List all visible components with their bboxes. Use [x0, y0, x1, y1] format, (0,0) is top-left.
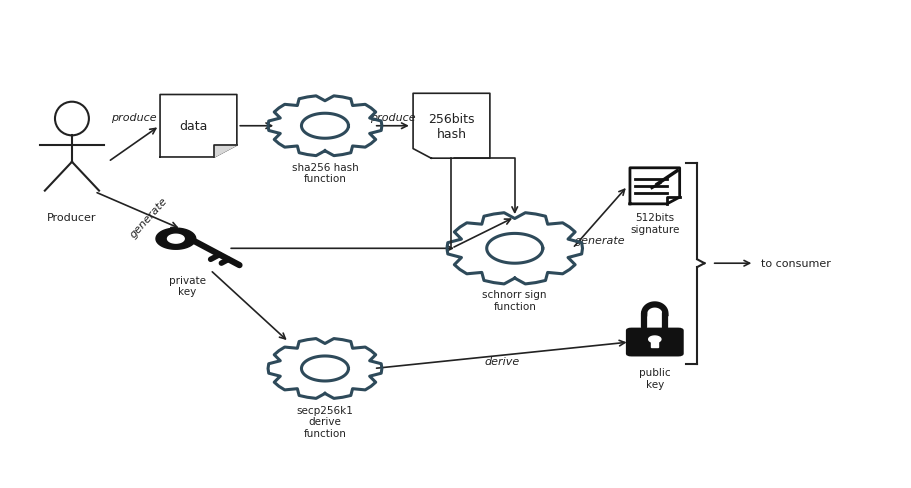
Polygon shape [446, 213, 582, 285]
Polygon shape [168, 235, 184, 244]
Polygon shape [156, 229, 196, 250]
Polygon shape [630, 168, 679, 204]
Text: 256bits
hash: 256bits hash [428, 113, 475, 141]
Polygon shape [302, 356, 348, 381]
Text: produce: produce [111, 113, 157, 123]
Text: generate: generate [574, 235, 625, 245]
Polygon shape [214, 145, 237, 158]
Polygon shape [413, 94, 489, 159]
FancyBboxPatch shape [625, 328, 683, 357]
Polygon shape [648, 336, 660, 343]
Text: produce: produce [370, 113, 415, 123]
Polygon shape [302, 114, 348, 139]
Text: sha256 hash
function: sha256 hash function [292, 163, 358, 184]
Text: data: data [179, 120, 208, 133]
Text: private
key: private key [169, 275, 206, 297]
Polygon shape [268, 339, 382, 399]
Text: public
key: public key [639, 367, 670, 389]
Text: generate: generate [128, 196, 169, 240]
Text: derive: derive [484, 357, 518, 366]
Polygon shape [268, 97, 382, 156]
Text: to consumer: to consumer [761, 259, 831, 269]
Text: Producer: Producer [47, 213, 97, 223]
Text: 512bits
signature: 512bits signature [630, 213, 679, 234]
Polygon shape [650, 341, 658, 347]
Text: schnorr sign
function: schnorr sign function [482, 289, 547, 311]
Polygon shape [159, 95, 237, 158]
Polygon shape [486, 234, 542, 264]
Text: secp256k1
derive
function: secp256k1 derive function [296, 405, 353, 438]
